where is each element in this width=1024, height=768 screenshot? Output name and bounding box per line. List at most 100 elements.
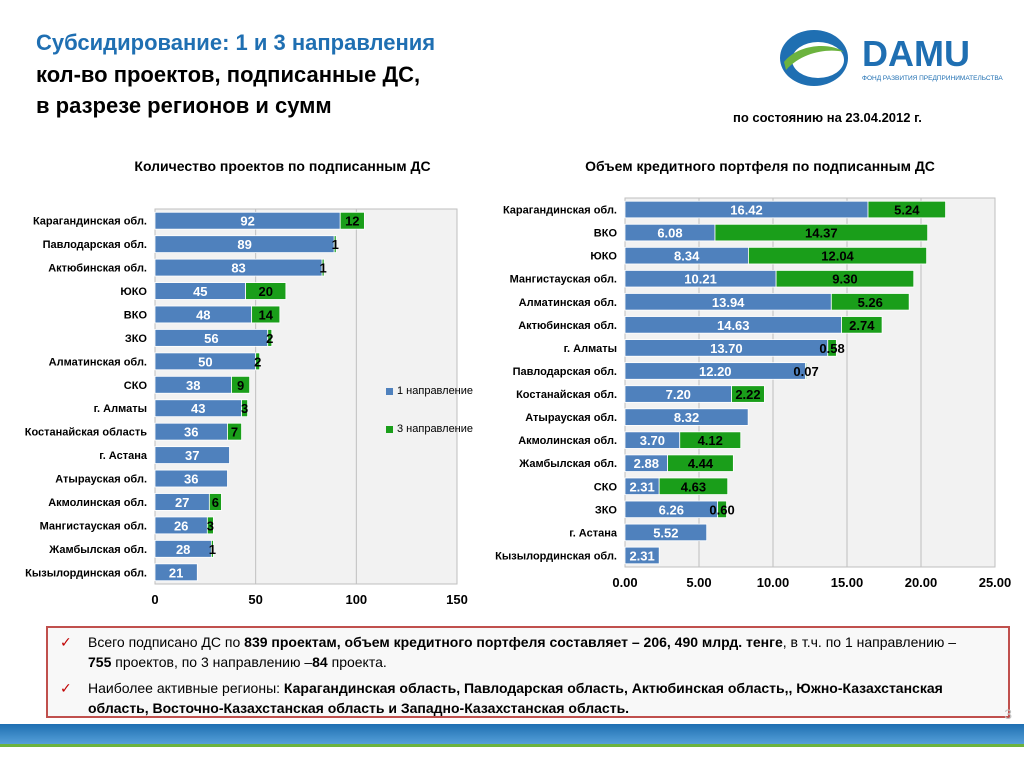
- data-label: 0.60: [709, 502, 734, 517]
- bar-series1: [154, 469, 228, 488]
- bar-series2: [775, 270, 915, 288]
- data-label: 14: [258, 307, 273, 322]
- title-line-2: кол-во проектов, подписанные ДС,: [36, 62, 421, 87]
- data-label: 12.20: [699, 364, 732, 379]
- x-tick-label: 10.00: [757, 575, 790, 590]
- data-label: 2: [254, 354, 261, 369]
- data-label: 1: [332, 237, 339, 252]
- data-label: 2.74: [849, 318, 875, 333]
- bar-series2: [321, 258, 325, 277]
- data-label: 12.04: [821, 249, 854, 264]
- bar-series2: [867, 200, 946, 219]
- bar-series2: [206, 516, 214, 535]
- data-label: 50: [198, 354, 212, 369]
- data-label: 48: [196, 307, 210, 322]
- as-of-date: по состоянию на 23.04.2012 г.: [733, 110, 922, 125]
- logo-text: DAMU: [862, 33, 970, 74]
- check-mark-icon: ✓: [60, 634, 72, 650]
- data-label: 4.12: [698, 433, 723, 448]
- category-label: Кызылординская обл.: [495, 550, 617, 562]
- data-label: 1: [319, 261, 326, 276]
- x-tick-label: 150: [446, 592, 468, 607]
- data-label: 13.94: [712, 295, 745, 310]
- data-label: 9: [237, 378, 244, 393]
- data-label: 2: [266, 331, 273, 346]
- data-label: 14.63: [717, 318, 750, 333]
- data-label: 16.42: [730, 203, 763, 218]
- data-label: 10.21: [684, 272, 717, 287]
- category-label: г. Астана: [569, 527, 618, 539]
- category-label: г. Алматы: [94, 403, 147, 415]
- data-label: 8.34: [674, 249, 700, 264]
- category-label: Акмолинская обл.: [518, 435, 617, 447]
- x-tick-label: 100: [345, 592, 367, 607]
- legend-item-series1: 1 направление: [386, 380, 473, 402]
- x-tick-label: 25.00: [979, 575, 1012, 590]
- data-label: 3: [207, 518, 214, 533]
- right-chart-title: Объем кредитного портфеля по подписанным…: [585, 158, 935, 174]
- category-label: СКО: [594, 481, 618, 493]
- data-label: 0.58: [819, 341, 844, 356]
- data-label: 4.63: [681, 479, 706, 494]
- data-label: 2.31: [629, 548, 654, 563]
- x-tick-label: 20.00: [905, 575, 938, 590]
- data-label: 5.52: [653, 525, 678, 540]
- bar-series2: [227, 422, 242, 441]
- bar-series2: [267, 329, 273, 347]
- category-label: Актюбинская обл.: [48, 263, 147, 275]
- legend-swatch-series1: [386, 387, 393, 395]
- data-label: 37: [185, 448, 199, 463]
- data-label: 43: [191, 401, 205, 416]
- category-label: г. Астана: [99, 450, 148, 462]
- chart-legend: 1 направление 3 направление: [386, 380, 473, 444]
- data-label: 6.08: [657, 226, 682, 241]
- bar-series2: [679, 431, 742, 449]
- data-label: 38: [186, 378, 200, 393]
- data-label: 21: [169, 565, 183, 580]
- category-label: Акмолинская обл.: [48, 497, 147, 509]
- category-label: ВКО: [594, 228, 618, 240]
- title-line-1: Субсидирование: 1 и 3 направления: [36, 30, 436, 55]
- category-label: г. Алматы: [564, 343, 617, 355]
- data-label: 2.88: [634, 456, 659, 471]
- bar-series2: [231, 375, 251, 394]
- bar-series2: [805, 362, 807, 380]
- footer-bar: [0, 724, 1024, 744]
- category-label: Павлодарская обл.: [513, 366, 617, 378]
- bar-series2: [339, 211, 365, 230]
- data-label: 5.26: [858, 295, 883, 310]
- category-label: ЗКО: [125, 333, 148, 345]
- category-label: Костанайская область: [25, 427, 148, 439]
- data-label: 7.20: [666, 387, 691, 402]
- logo-subtext: ФОНД РАЗВИТИЯ ПРЕДПРИНИМАТЕЛЬСТВА: [862, 75, 1003, 82]
- category-label: Кызылординская обл.: [25, 567, 147, 579]
- bar-series2: [658, 477, 729, 495]
- summary-text-regions: Наиболее активные регионы: Карагандинска…: [88, 680, 943, 716]
- data-label: 13.70: [710, 341, 743, 356]
- legend-item-series2: 3 направление: [386, 418, 473, 440]
- category-label: Костанайская обл.: [516, 389, 617, 401]
- damu-logo: DAMU ФОНД РАЗВИТИЯ ПРЕДПРИНИМАТЕЛЬСТВА: [780, 30, 1003, 86]
- data-label: 36: [184, 425, 198, 440]
- category-label: ЮКО: [120, 286, 147, 298]
- logo-swoosh-green: [784, 46, 844, 70]
- data-label: 28: [176, 542, 190, 557]
- bar-series1: [154, 446, 230, 464]
- summary-box: ✓ Всего подписано ДС по 839 проектам, об…: [46, 626, 1010, 718]
- summary-text-total: Всего подписано ДС по 839 проектам, объе…: [88, 634, 957, 670]
- data-label: 26: [174, 518, 188, 533]
- category-label: Павлодарская обл.: [43, 239, 147, 251]
- x-tick-label: 5.00: [686, 575, 711, 590]
- summary-bullet-total: ✓ Всего подписано ДС по 839 проектам, об…: [60, 632, 980, 672]
- legend-label-series2: 3 направление: [397, 423, 474, 435]
- category-label: Атырауская обл.: [525, 412, 617, 424]
- data-label: 6.26: [659, 502, 684, 517]
- category-label: Карагандинская обл.: [33, 216, 147, 228]
- data-label: 4.44: [688, 456, 714, 471]
- category-label: Алматинская обл.: [49, 356, 147, 368]
- x-tick-label: 50: [248, 592, 262, 607]
- summary-bullet-regions: ✓ Наиболее активные регионы: Карагандинс…: [60, 678, 980, 718]
- bar-series2: [245, 282, 287, 300]
- x-tick-label: 0: [151, 592, 158, 607]
